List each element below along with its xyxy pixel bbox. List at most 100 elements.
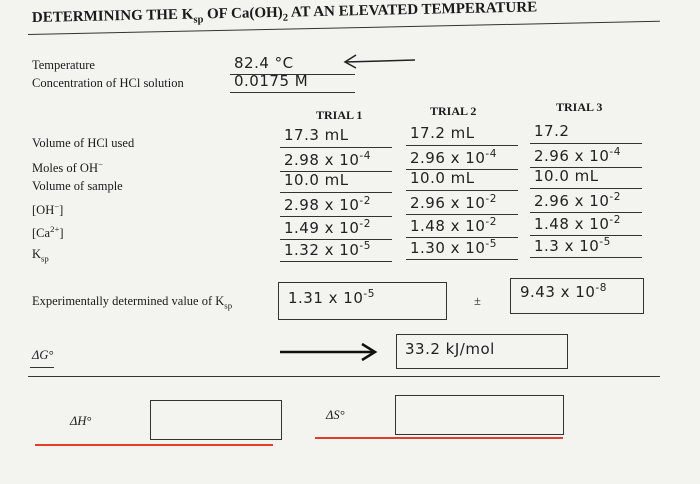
value-box xyxy=(396,334,568,369)
cell-value: 2.98 x 10-2 xyxy=(284,195,371,214)
cell-value-part: 17.2 mL xyxy=(410,124,475,142)
cell-value-part: 10.0 mL xyxy=(534,167,599,185)
row-label: Volume of HCl used xyxy=(32,136,134,151)
cell-value-part: 2.98 x 10 xyxy=(284,151,360,169)
condition-label: Temperature xyxy=(32,58,95,73)
delta-h-label-part: ΔH° xyxy=(70,414,92,428)
row-label-part: ] xyxy=(59,226,64,241)
experimental-value: 1.31 x 10-5 xyxy=(288,288,375,307)
condition-value: 82.4 °C xyxy=(234,54,294,72)
answer-line xyxy=(230,92,355,94)
condition-value-part: 0.0175 M xyxy=(234,72,309,90)
row-label: Moles of OH− xyxy=(32,159,103,176)
experimental-value-part: -5 xyxy=(363,288,375,300)
answer-line xyxy=(280,239,392,241)
cell-value-part: 17.2 xyxy=(534,122,570,140)
row-label-part: Volume of sample xyxy=(32,179,123,193)
experimental-error-part: 9.43 x 10 xyxy=(520,283,596,301)
cell-value-part: -5 xyxy=(359,240,371,252)
cell-value: 2.96 x 10-4 xyxy=(410,148,497,167)
trial-header: TRIAL 3 xyxy=(556,100,603,114)
cell-value: 1.3 x 10-5 xyxy=(534,236,611,255)
cell-value-part: 1.30 x 10 xyxy=(410,239,486,257)
cell-value: 1.48 x 10-2 xyxy=(410,216,497,235)
cell-value-part: -2 xyxy=(485,216,497,228)
arrow xyxy=(280,342,378,362)
cell-value-part: 10.0 mL xyxy=(284,171,349,189)
cell-value: 1.30 x 10-5 xyxy=(410,238,497,257)
cell-value: 2.96 x 10-2 xyxy=(410,193,497,212)
cell-value: 2.96 x 10-2 xyxy=(534,191,621,210)
cell-value-part: -2 xyxy=(609,214,621,226)
label-rule xyxy=(30,367,54,369)
cell-value-part: -4 xyxy=(485,148,497,160)
answer-line xyxy=(530,188,642,190)
answer-line xyxy=(280,192,392,194)
experimental-label-part: Experimentally determined value of K xyxy=(32,294,225,308)
plus-minus: ± xyxy=(474,294,481,308)
cell-value: 1.48 x 10-2 xyxy=(534,214,621,233)
answer-box xyxy=(150,400,282,440)
cell-value-part: 2.96 x 10 xyxy=(410,149,486,167)
cell-value-part: 10.0 mL xyxy=(410,169,475,187)
experimental-label-part: sp xyxy=(224,300,233,311)
row-label: [OH−] xyxy=(32,201,63,218)
cell-value-part: -4 xyxy=(609,146,621,158)
answer-line xyxy=(406,214,518,216)
row-label-part: 2+ xyxy=(50,224,60,234)
delta-h-label: ΔH° xyxy=(70,414,91,429)
trial-header: TRIAL 2 xyxy=(430,104,477,118)
cell-value-part: 1.49 x 10 xyxy=(284,219,360,237)
row-label: Volume of sample xyxy=(32,179,123,194)
title-part: AT AN ELEVATED TEMPERATURE xyxy=(287,0,538,21)
answer-line xyxy=(406,169,518,171)
condition-value-part: 82.4 °C xyxy=(234,54,294,72)
answer-line xyxy=(530,143,642,145)
cell-value-part: 2.96 x 10 xyxy=(410,194,486,212)
cell-value-part: 1.48 x 10 xyxy=(410,217,486,235)
cell-value-part: -2 xyxy=(609,191,621,203)
red-underline xyxy=(315,437,563,439)
cell-value-part: 2.96 x 10 xyxy=(534,192,610,210)
condition-label: Concentration of HCl solution xyxy=(32,76,184,91)
answer-line xyxy=(530,167,642,169)
cell-value-part: -2 xyxy=(485,193,497,205)
cell-value-part: -5 xyxy=(599,236,611,248)
condition-label-part: Concentration of HCl solution xyxy=(32,76,184,90)
trial-header: TRIAL 1 xyxy=(316,108,363,122)
cell-value: 17.3 mL xyxy=(284,126,349,144)
delta-g-label: ΔG° xyxy=(32,348,53,363)
experimental-value-part: 1.31 x 10 xyxy=(288,289,364,307)
row-label-part: ] xyxy=(59,203,64,218)
answer-line xyxy=(280,147,392,149)
row-label-part: − xyxy=(54,201,60,211)
cell-value: 17.2 xyxy=(534,122,569,140)
cell-value: 2.98 x 10-4 xyxy=(284,150,371,169)
row-label-part: Moles of OH xyxy=(32,161,98,176)
row-label-part: Volume of HCl used xyxy=(32,136,135,150)
experimental-error: 9.43 x 10-8 xyxy=(520,282,607,301)
delta-s-label-part: ΔS° xyxy=(326,408,345,422)
condition-value: 0.0175 M xyxy=(234,72,308,90)
answer-line xyxy=(406,145,518,147)
cell-value: 17.2 mL xyxy=(410,124,475,142)
cell-value: 1.32 x 10-5 xyxy=(284,240,371,259)
cell-value-part: -4 xyxy=(359,150,371,162)
row-label-part: K xyxy=(32,247,42,261)
title-part: OF Ca(OH) xyxy=(203,4,283,23)
answer-line xyxy=(406,259,518,261)
cell-value: 10.0 mL xyxy=(410,169,475,187)
title-part: DETERMINING THE K xyxy=(31,6,194,26)
red-underline xyxy=(35,444,273,446)
cell-value: 10.0 mL xyxy=(534,167,599,185)
cell-value-part: -2 xyxy=(359,218,371,230)
row-label-part: − xyxy=(97,159,103,169)
answer-line xyxy=(406,190,518,192)
answer-line xyxy=(280,261,392,263)
delta-g-label-part: ΔG° xyxy=(32,348,54,362)
answer-line xyxy=(280,171,392,173)
cell-value-part: -2 xyxy=(359,195,371,207)
cell-value-part: 1.32 x 10 xyxy=(284,241,360,259)
delta-g-value-part: 33.2 kJ/mol xyxy=(405,340,495,358)
